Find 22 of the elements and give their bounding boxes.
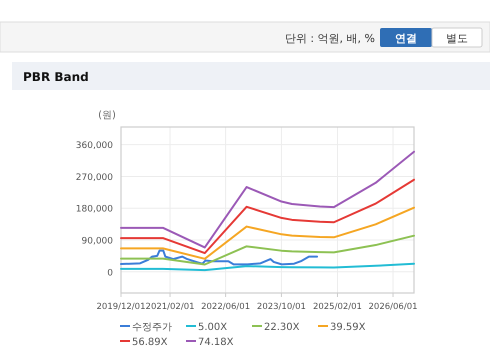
y-axis-title: (원) [98, 110, 116, 121]
x-tick-label: 2021/02/01 [146, 302, 195, 312]
legend-label: 22.30X [264, 322, 300, 333]
x-tick-label: 2019/12/01 [96, 302, 146, 312]
x-tick-label: 2026/06/01 [368, 302, 418, 312]
chart-title: PBR Band [23, 70, 89, 84]
x-tick-label: 2025/02/01 [312, 302, 362, 312]
text: 별도 [446, 32, 468, 45]
text: 연결 [395, 32, 417, 45]
legend-label: 74.18X [198, 337, 234, 348]
y-tick-label: 360,000 [76, 141, 114, 152]
x-tick-label: 2022/06/01 [201, 302, 250, 312]
y-tick-label: 90,000 [82, 236, 114, 247]
legend-label: 수정주가 [132, 322, 172, 333]
x-tick-label: 2023/10/01 [256, 302, 306, 312]
legend-label: 5.00X [198, 322, 228, 333]
legend-label: 56.89X [132, 337, 168, 348]
y-tick-label: 0 [107, 268, 114, 278]
legend-label: 39.59X [330, 322, 366, 333]
text: 단위 : 억원, 배, % [284, 32, 375, 45]
y-tick-label: 180,000 [76, 204, 114, 215]
y-tick-label: 270,000 [76, 172, 114, 183]
